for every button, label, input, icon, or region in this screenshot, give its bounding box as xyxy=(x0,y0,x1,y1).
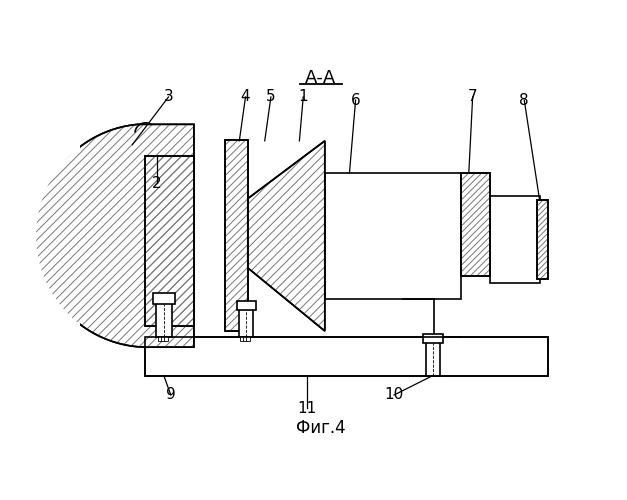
Text: 9: 9 xyxy=(166,388,176,402)
Text: Фиг.4: Фиг.4 xyxy=(296,419,345,437)
Bar xyxy=(240,336,244,341)
Text: 3: 3 xyxy=(164,90,174,104)
Bar xyxy=(153,294,175,304)
Bar xyxy=(161,336,165,341)
Polygon shape xyxy=(36,124,194,347)
Bar xyxy=(145,337,548,376)
Bar xyxy=(240,302,253,337)
Bar xyxy=(224,140,248,331)
Text: А-А: А-А xyxy=(305,70,337,87)
Bar xyxy=(246,336,250,341)
Bar xyxy=(145,156,194,326)
Bar xyxy=(490,196,540,284)
Bar xyxy=(461,173,490,276)
Bar xyxy=(164,336,168,341)
Bar xyxy=(243,336,247,341)
Text: 1: 1 xyxy=(298,90,308,104)
Bar xyxy=(325,173,461,298)
Bar xyxy=(426,336,440,376)
Bar xyxy=(423,334,443,344)
Bar xyxy=(224,140,248,331)
Bar xyxy=(461,173,490,276)
Text: 4: 4 xyxy=(241,90,250,104)
Bar xyxy=(145,156,194,326)
Polygon shape xyxy=(248,141,325,331)
Bar xyxy=(145,337,548,376)
Bar xyxy=(537,200,548,280)
Bar xyxy=(156,295,172,337)
Bar xyxy=(158,336,162,341)
Text: 10: 10 xyxy=(384,388,404,402)
Text: 5: 5 xyxy=(266,90,276,104)
Text: 2: 2 xyxy=(152,176,162,190)
Text: 6: 6 xyxy=(350,92,361,108)
Text: 11: 11 xyxy=(297,400,317,415)
Text: 8: 8 xyxy=(519,92,529,108)
Bar xyxy=(237,301,256,310)
Bar xyxy=(537,200,548,280)
PathPatch shape xyxy=(248,141,325,331)
Text: 7: 7 xyxy=(468,90,477,104)
PathPatch shape xyxy=(36,124,194,347)
